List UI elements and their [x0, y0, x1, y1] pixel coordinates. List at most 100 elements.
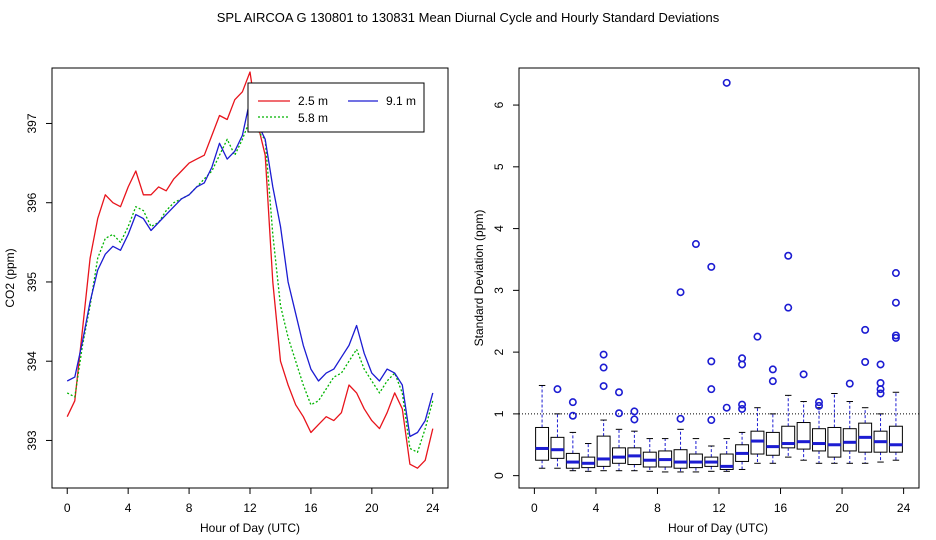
outlier-point — [599, 363, 608, 372]
right-y-tick-label: 4 — [492, 225, 506, 232]
outlier-point — [861, 357, 870, 366]
outlier-point — [784, 251, 793, 260]
box-iqr — [888, 425, 903, 453]
box-hour-0.5 — [535, 384, 550, 469]
outlier-point — [845, 379, 854, 388]
box-iqr — [765, 431, 780, 456]
box-iqr — [781, 425, 796, 449]
outlier-point — [630, 407, 639, 416]
outlier-point — [891, 269, 900, 278]
left-y-tick-label: 394 — [25, 351, 39, 371]
right-boxes-group — [535, 78, 903, 473]
series-line-9-1-m — [66, 99, 434, 438]
outlier-point — [814, 401, 823, 410]
box-hour-3.5 — [581, 443, 596, 472]
series-line-2-5-m — [66, 71, 434, 469]
left-y-tick-label: 393 — [25, 430, 39, 450]
box-hour-17.5 — [796, 370, 811, 461]
outlier-point — [630, 415, 639, 424]
outlier-point — [614, 409, 623, 418]
box-hour-16.5 — [781, 251, 796, 458]
legend-box — [247, 82, 425, 133]
outlier-point — [876, 360, 885, 369]
outlier-point — [876, 389, 885, 398]
right-x-tick-label: 24 — [897, 501, 911, 515]
outlier-point — [707, 416, 716, 425]
box-hour-22.5 — [873, 360, 888, 463]
outlier-point — [599, 382, 608, 391]
box-hour-23.5 — [888, 269, 903, 461]
box-iqr — [842, 428, 857, 452]
box-iqr — [550, 436, 565, 459]
outlier-point — [568, 411, 577, 420]
left-x-axis-label: Hour of Day (UTC) — [200, 521, 300, 535]
box-hour-6.5 — [627, 407, 642, 472]
left-x-tick-label: 0 — [64, 501, 71, 515]
left-x-tick-label: 16 — [304, 501, 318, 515]
right-y-tick-label: 5 — [492, 163, 506, 170]
box-hour-8.5 — [658, 438, 673, 473]
outlier-point — [876, 378, 885, 387]
outlier-point — [891, 298, 900, 307]
outlier-point — [722, 78, 731, 87]
box-hour-20.5 — [842, 379, 857, 464]
outlier-point — [861, 325, 870, 334]
right-x-tick-label: 12 — [712, 501, 726, 515]
box-hour-15.5 — [765, 365, 780, 464]
box-hour-4.5 — [596, 350, 611, 472]
outlier-point — [753, 332, 762, 341]
outlier-point — [707, 357, 716, 366]
right-x-tick-label: 4 — [593, 501, 600, 515]
left-y-tick-label: 397 — [25, 113, 39, 133]
box-hour-11.5 — [704, 262, 719, 472]
box-iqr — [750, 430, 765, 455]
figure-title: SPL AIRCOA G 130801 to 130831 Mean Diurn… — [217, 10, 720, 25]
box-hour-2.5 — [565, 398, 580, 472]
outlier-point — [738, 404, 747, 413]
right-y-tick-label: 3 — [492, 287, 506, 294]
left-x-tick-label: 12 — [243, 501, 257, 515]
left-axis-ticks: 0 4 8 12 16 20 24 393 394 395 396 397 — [25, 113, 440, 515]
legend-label-2-5m: 2.5 m — [298, 94, 328, 108]
outlier-point — [676, 288, 685, 297]
box-hour-5.5 — [612, 388, 626, 472]
box-hour-21.5 — [858, 325, 873, 464]
box-hour-19.5 — [827, 393, 842, 464]
outlier-point — [707, 262, 716, 271]
right-y-tick-label: 2 — [492, 348, 506, 355]
left-y-axis-label: CO2 (ppm) — [3, 248, 17, 307]
outlier-point — [722, 403, 731, 412]
box-iqr — [596, 435, 611, 467]
box-hour-12.5 — [719, 78, 734, 472]
outlier-point — [691, 240, 700, 249]
outlier-point — [738, 354, 747, 363]
box-hour-1.5 — [550, 385, 565, 469]
box-iqr — [827, 426, 842, 458]
outlier-point — [768, 377, 777, 386]
box-hour-13.5 — [735, 354, 750, 470]
box-hour-14.5 — [750, 332, 765, 464]
outlier-point — [799, 370, 808, 379]
outlier-point — [568, 398, 577, 407]
right-x-tick-label: 20 — [835, 501, 849, 515]
box-iqr — [719, 453, 734, 470]
box-iqr — [535, 426, 550, 461]
series-line-5-8-m — [66, 118, 434, 453]
box-iqr — [796, 422, 811, 450]
left-x-tick-label: 20 — [365, 501, 379, 515]
outlier-point — [738, 400, 747, 409]
right-y-axis-label: Standard Deviation (ppm) — [472, 210, 486, 347]
outlier-point — [768, 365, 777, 374]
outlier-point — [553, 385, 562, 394]
legend: 2.5 m 5.8 m 9.1 m — [247, 82, 425, 133]
right-y-tick-label: 0 — [492, 472, 506, 479]
left-y-tick-label: 396 — [25, 192, 39, 212]
legend-label-9-1m: 9.1 m — [386, 94, 416, 108]
outlier-point — [614, 388, 623, 397]
right-x-tick-label: 0 — [531, 501, 538, 515]
outlier-point — [676, 414, 685, 423]
left-x-tick-label: 8 — [186, 501, 193, 515]
